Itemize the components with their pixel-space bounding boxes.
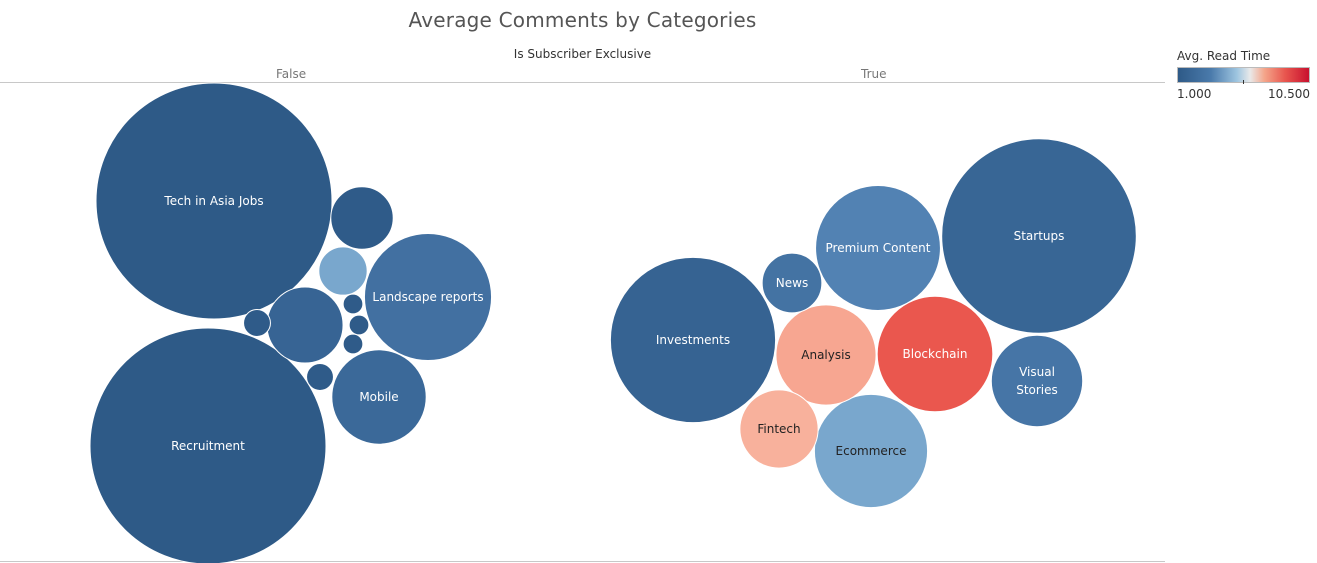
bubble-circle[interactable] — [761, 252, 823, 314]
bubble-circle[interactable] — [990, 334, 1084, 428]
bubble-label: Tech in Asia Jobs — [163, 194, 263, 208]
bubble-unlabeled-5[interactable] — [330, 186, 394, 250]
bubble-label: Stories — [1016, 383, 1058, 397]
bubble-circle[interactable] — [815, 185, 941, 311]
bubble-visual-stories[interactable]: Visual Stories — [990, 334, 1084, 428]
bubble-circle[interactable] — [363, 232, 493, 362]
bubble-recruitment[interactable]: Recruitment — [89, 327, 327, 563]
legend-midpoint-tick — [1243, 80, 1244, 84]
bubble-circle[interactable] — [243, 309, 271, 337]
bubble-circle[interactable] — [941, 138, 1137, 334]
bubble-label: Mobile — [359, 390, 398, 404]
bubble-unlabeled-9[interactable] — [342, 293, 364, 315]
bubble-fintech[interactable]: Fintech — [739, 389, 819, 469]
bubble-chart: Tech in Asia Jobs Recruitment Landscape re… — [89, 82, 1137, 563]
bubble-landscape-reports[interactable]: Landscape reports — [363, 232, 493, 362]
bubble-unlabeled-8[interactable] — [306, 363, 334, 391]
bubble-circle[interactable] — [330, 186, 394, 250]
bubble-circle[interactable] — [348, 314, 370, 336]
bubble-label: Recruitment — [171, 439, 245, 453]
bubble-label: Ecommerce — [836, 444, 907, 458]
color-legend[interactable]: Avg. Read Time 1.000 10.500 — [1177, 49, 1313, 101]
legend-max-label: 10.500 — [1268, 87, 1310, 101]
bubble-circle[interactable] — [739, 389, 819, 469]
bubble-label: Investments — [656, 333, 730, 347]
bubble-ecommerce[interactable]: Ecommerce — [813, 393, 929, 509]
bubble-label: Premium Content — [826, 241, 931, 255]
bubble-circle[interactable] — [89, 327, 327, 563]
bubble-label: Fintech — [757, 422, 800, 436]
legend-gradient-bar[interactable] — [1177, 67, 1310, 84]
bubble-circle[interactable] — [609, 256, 777, 424]
panel-label-false: False — [276, 67, 307, 81]
bubble-startups[interactable]: Startups — [941, 138, 1137, 334]
panel-label-true: True — [861, 67, 887, 81]
bubble-label: News — [776, 276, 808, 290]
bubble-label: Blockchain — [903, 347, 968, 361]
chart-title: Average Comments by Categories — [408, 8, 757, 32]
bubble-mobile[interactable]: Mobile — [331, 349, 427, 445]
bubble-circle[interactable] — [775, 304, 877, 406]
bubble-circle[interactable] — [318, 246, 368, 296]
bubble-news[interactable]: News — [761, 252, 823, 314]
bubble-unlabeled-4[interactable] — [266, 286, 344, 364]
header-divider — [0, 82, 1165, 83]
bubble-circle[interactable] — [876, 295, 994, 413]
bubble-circle[interactable] — [342, 293, 364, 315]
footer-divider — [0, 561, 1165, 562]
bubble-label: Landscape reports — [372, 290, 483, 304]
bubble-unlabeled-11[interactable] — [342, 333, 364, 355]
bubble-unlabeled-7[interactable] — [243, 309, 271, 337]
bubble-circle[interactable] — [266, 286, 344, 364]
bubble-circle[interactable] — [331, 349, 427, 445]
bubble-unlabeled-6[interactable] — [318, 246, 368, 296]
bubble-premium-content[interactable]: Premium Content — [815, 185, 941, 311]
bubble-tech-in-asia-jobs[interactable]: Tech in Asia Jobs — [95, 82, 333, 320]
legend-min-label: 1.000 — [1177, 87, 1212, 101]
bubble-label: Startups — [1014, 229, 1065, 243]
bubble-circle[interactable] — [813, 393, 929, 509]
bubble-label: Analysis — [801, 348, 850, 362]
legend-title: Avg. Read Time — [1177, 49, 1271, 63]
bubble-circle[interactable] — [342, 333, 364, 355]
bubble-analysis[interactable]: Analysis — [775, 304, 877, 406]
bubble-circle[interactable] — [95, 82, 333, 320]
bubble-label: Visual — [1019, 365, 1055, 379]
facet-header: Is Subscriber Exclusive — [513, 47, 652, 61]
bubble-blockchain[interactable]: Blockchain — [876, 295, 994, 413]
bubble-unlabeled-10[interactable] — [348, 314, 370, 336]
bubble-investments[interactable]: Investments — [609, 256, 777, 424]
bubble-circle[interactable] — [306, 363, 334, 391]
